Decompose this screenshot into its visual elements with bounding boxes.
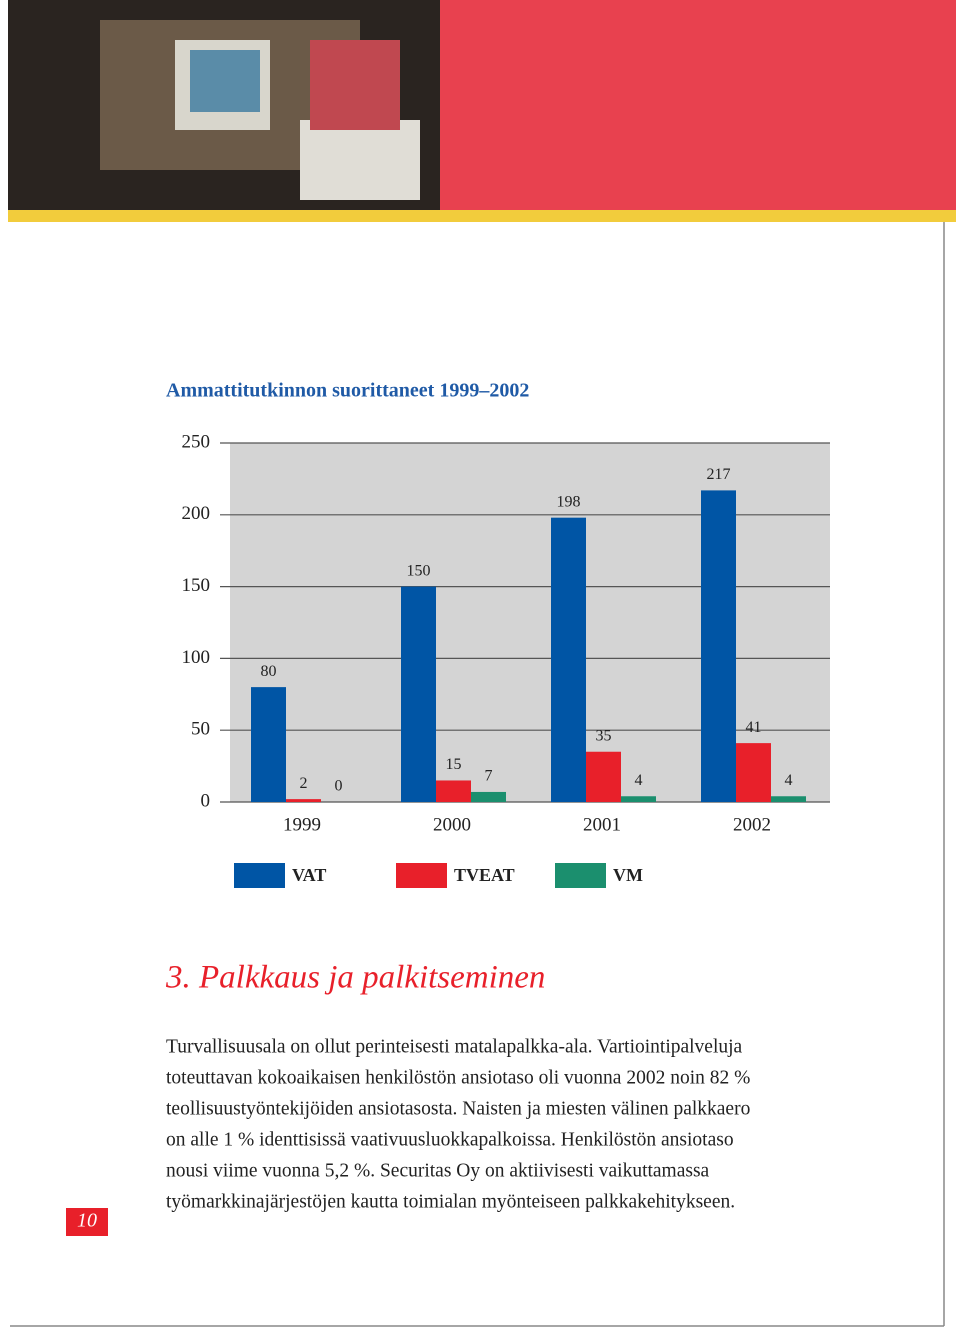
y-tick-label: 50 bbox=[191, 719, 210, 740]
page-number: 10 bbox=[77, 1210, 97, 1232]
legend-swatch bbox=[234, 863, 285, 888]
value-label: 4 bbox=[785, 772, 793, 789]
legend-label: TVEAT bbox=[454, 865, 515, 885]
bar bbox=[621, 796, 656, 802]
legend-swatch bbox=[555, 863, 606, 888]
red-band bbox=[440, 0, 956, 210]
photo-screen bbox=[190, 50, 260, 112]
heading: 3. Palkkaus ja palkitseminen bbox=[165, 960, 545, 996]
x-tick-label: 1999 bbox=[283, 814, 321, 835]
value-label: 41 bbox=[746, 719, 762, 736]
photo-binders bbox=[310, 40, 400, 130]
x-tick-label: 2002 bbox=[733, 814, 771, 835]
legend-swatch bbox=[396, 863, 447, 888]
paragraph-line: työmarkkinajärjestöjen kautta toimialan … bbox=[166, 1191, 735, 1212]
bar bbox=[771, 796, 806, 802]
paragraph-line: on alle 1 % identtisissä vaativuusluokka… bbox=[166, 1129, 734, 1150]
bar bbox=[701, 490, 736, 802]
value-label: 35 bbox=[596, 727, 612, 744]
yellow-stripe bbox=[8, 210, 956, 222]
photo-printer bbox=[300, 120, 420, 200]
bar bbox=[286, 799, 321, 802]
paragraph-line: toteuttavan kokoaikaisen henkilöstön ans… bbox=[166, 1067, 750, 1088]
bar bbox=[401, 586, 436, 802]
page-number-box bbox=[66, 1208, 108, 1236]
value-label: 198 bbox=[557, 493, 581, 510]
bar bbox=[436, 780, 471, 802]
paragraph-line: nousi viime vuonna 5,2 %. Securitas Oy o… bbox=[166, 1160, 710, 1181]
value-label: 15 bbox=[446, 756, 462, 773]
x-tick-label: 2001 bbox=[583, 814, 621, 835]
bar bbox=[736, 743, 771, 802]
value-label: 4 bbox=[635, 772, 643, 789]
value-label: 150 bbox=[407, 562, 431, 579]
y-tick-label: 250 bbox=[182, 431, 211, 452]
value-label: 7 bbox=[485, 768, 493, 785]
value-label: 2 bbox=[300, 775, 308, 792]
y-tick-label: 0 bbox=[201, 790, 211, 811]
bar bbox=[251, 687, 286, 802]
legend-label: VM bbox=[613, 865, 643, 885]
x-tick-label: 2000 bbox=[433, 814, 471, 835]
paragraph-line: teollisuustyöntekijöiden ansiotasosta. N… bbox=[166, 1098, 750, 1119]
value-label: 0 bbox=[335, 778, 343, 795]
bar bbox=[551, 517, 586, 802]
bar bbox=[586, 751, 621, 802]
y-tick-label: 100 bbox=[182, 647, 211, 668]
chart-title: Ammattitutkinnon suorittaneet 1999–2002 bbox=[166, 380, 529, 402]
value-label: 80 bbox=[261, 663, 277, 680]
paragraph-line: Turvallisuusala on ollut perinteisesti m… bbox=[166, 1036, 743, 1057]
legend-label: VAT bbox=[292, 865, 326, 885]
bar bbox=[471, 791, 506, 802]
y-tick-label: 200 bbox=[182, 503, 211, 524]
value-label: 217 bbox=[707, 466, 731, 483]
y-tick-label: 150 bbox=[182, 575, 211, 596]
